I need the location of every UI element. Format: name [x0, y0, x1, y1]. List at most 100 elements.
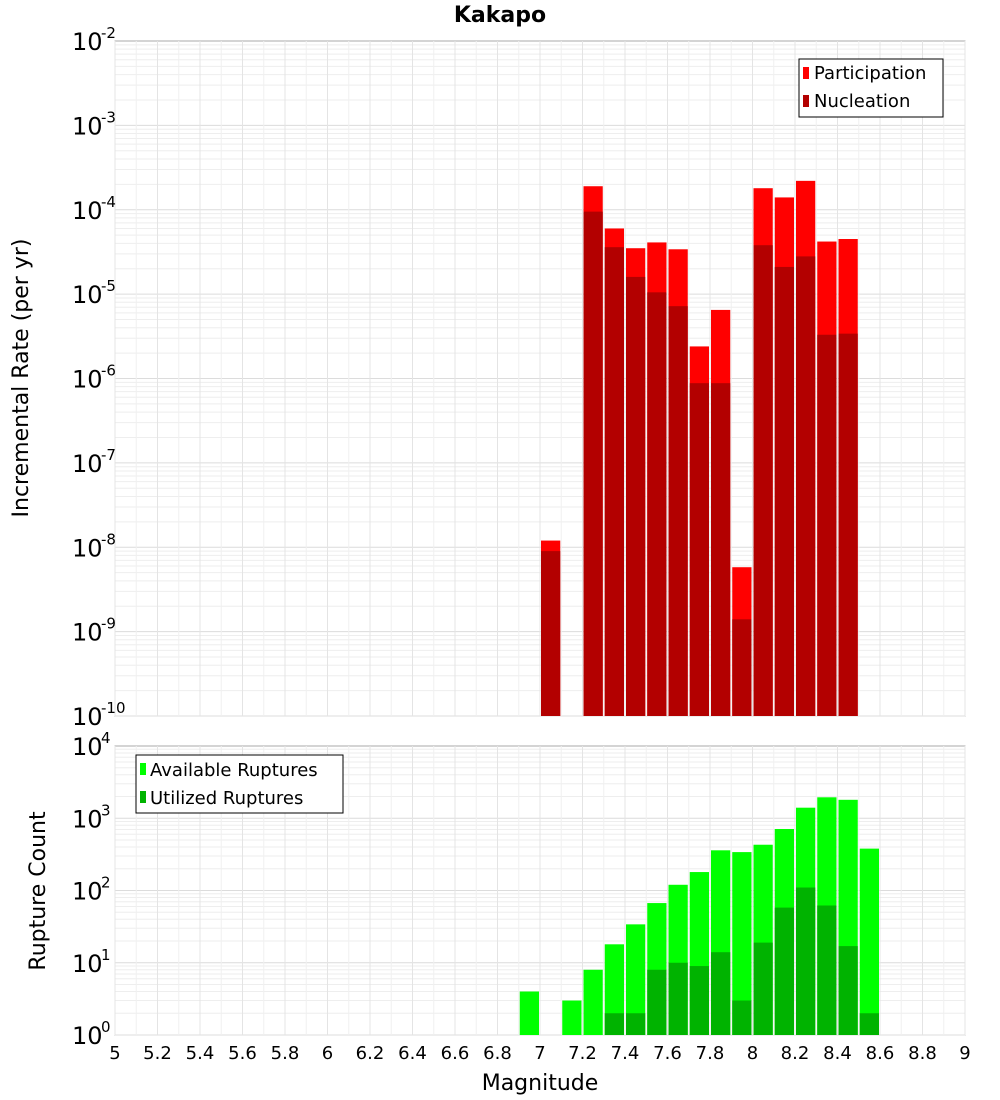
- y-tick-exponent: -2: [101, 24, 116, 42]
- bottom-bar-utilized-ruptures: [817, 905, 837, 1035]
- bottom-bars: [519, 797, 879, 1035]
- bottom-y-axis-label: Rupture Count: [26, 811, 51, 971]
- y-tick-base: 10: [72, 366, 103, 394]
- x-ticks: 5 5.2 5.4 5.6 5.8 6 6.2 6.4 6.6 6.8 7 7.2 7.4 7.6 7.8 8…: [109, 1043, 970, 1064]
- bottom-bar-utilized-ruptures: [838, 946, 858, 1035]
- x-tick-label: 6: [322, 1043, 333, 1064]
- legend-swatch-utilized: [140, 791, 146, 803]
- y-tick-base: 10: [72, 197, 103, 225]
- y-tick-base: 10: [72, 450, 103, 478]
- top-legend: Participation Nucleation: [798, 58, 944, 118]
- x-axis-label: Magnitude: [482, 1071, 599, 1096]
- y-tick-exponent: -4: [101, 193, 116, 211]
- x-tick-label: 7: [534, 1043, 545, 1064]
- y-tick-base: 10: [72, 1022, 103, 1050]
- y-tick-label: 103: [72, 801, 111, 833]
- top-y-ticks: 10-210-310-410-510-610-710-810-910-10: [72, 24, 126, 731]
- y-tick-label: 10-6: [72, 362, 116, 394]
- y-tick-base: 10: [72, 534, 103, 562]
- y-tick-exponent: -9: [101, 615, 116, 633]
- x-tick-label: 7.6: [653, 1043, 682, 1064]
- y-tick-exponent: -6: [101, 362, 116, 380]
- bottom-bar-utilized-ruptures: [647, 969, 667, 1035]
- bottom-bar-utilized-ruptures: [732, 1000, 752, 1035]
- chart-title: Kakapo: [454, 3, 546, 28]
- top-bar-nucleation: [753, 245, 773, 717]
- legend-swatch-participation: [803, 67, 809, 79]
- bottom-bar-utilized-ruptures: [626, 1013, 646, 1035]
- y-tick-label: 100: [72, 1018, 111, 1050]
- top-bar-nucleation: [668, 306, 688, 716]
- top-panel: 10-210-310-410-510-610-710-810-910-10 In…: [9, 24, 966, 731]
- y-tick-exponent: -5: [101, 277, 116, 295]
- y-tick-label: 10-7: [72, 446, 116, 478]
- y-tick-label: 102: [72, 874, 111, 906]
- bottom-bar-utilized-ruptures: [604, 1013, 624, 1035]
- bottom-bar-available-ruptures: [732, 852, 752, 1035]
- top-bar-nucleation: [711, 383, 731, 716]
- top-bars: [541, 180, 858, 717]
- y-tick-label: 10-5: [72, 277, 116, 309]
- x-tick-label: 6.6: [441, 1043, 470, 1064]
- y-tick-exponent: 2: [101, 874, 111, 892]
- x-tick-label: 5: [109, 1043, 120, 1064]
- y-tick-base: 10: [72, 950, 103, 978]
- y-tick-label: 10-9: [72, 615, 116, 647]
- legend-label-utilized: Utilized Ruptures: [150, 788, 303, 809]
- x-tick-label: 9: [959, 1043, 970, 1064]
- top-bar-nucleation: [626, 276, 646, 716]
- y-tick-base: 10: [72, 733, 103, 761]
- top-bar-nucleation: [732, 619, 752, 716]
- top-bar-nucleation: [583, 211, 603, 716]
- top-bar-nucleation: [838, 333, 858, 716]
- y-tick-base: 10: [72, 703, 103, 731]
- bottom-legend-box: [135, 754, 344, 814]
- y-tick-label: 10-8: [72, 530, 116, 562]
- x-tick-label: 8.2: [781, 1043, 810, 1064]
- x-tick-label: 5.8: [271, 1043, 300, 1064]
- x-tick-label: 8.6: [866, 1043, 895, 1064]
- y-tick-exponent: -7: [101, 446, 116, 464]
- x-tick-label: 7.8: [696, 1043, 725, 1064]
- top-legend-box: [798, 58, 944, 118]
- y-tick-exponent: 0: [101, 1018, 111, 1036]
- y-tick-label: 10-3: [72, 108, 116, 140]
- top-grid: [114, 41, 966, 717]
- x-tick-label: 7.2: [568, 1043, 597, 1064]
- top-bar-nucleation: [604, 247, 624, 716]
- y-tick-label: 101: [72, 946, 111, 978]
- bottom-bar-available-ruptures: [562, 1000, 582, 1035]
- x-tick-label: 6.2: [356, 1043, 385, 1064]
- bottom-bar-utilized-ruptures: [796, 887, 816, 1035]
- x-tick-label: 6.8: [483, 1043, 512, 1064]
- x-tick-label: 8.4: [823, 1043, 852, 1064]
- legend-label-nucleation: Nucleation: [814, 91, 910, 112]
- y-tick-base: 10: [72, 281, 103, 309]
- y-tick-exponent: -3: [101, 108, 116, 126]
- x-tick-label: 6.4: [398, 1043, 427, 1064]
- y-tick-exponent: -8: [101, 530, 116, 548]
- x-tick-label: 5.6: [228, 1043, 257, 1064]
- y-tick-label: 104: [72, 729, 111, 761]
- bottom-bar-available-ruptures: [519, 991, 539, 1035]
- bottom-bar-utilized-ruptures: [859, 1013, 879, 1035]
- bottom-bar-utilized-ruptures: [689, 966, 709, 1035]
- y-tick-exponent: 3: [101, 801, 111, 819]
- bottom-bar-available-ruptures: [583, 969, 603, 1035]
- y-tick-label: 10-4: [72, 193, 116, 225]
- y-tick-base: 10: [72, 28, 103, 56]
- y-tick-base: 10: [72, 619, 103, 647]
- y-tick-base: 10: [72, 112, 103, 140]
- x-tick-label: 5.4: [186, 1043, 215, 1064]
- bottom-bar-available-ruptures: [859, 848, 879, 1035]
- y-tick-label: 10-2: [72, 24, 116, 56]
- y-tick-label: 10-10: [72, 699, 126, 731]
- top-bar-nucleation: [817, 334, 837, 716]
- bottom-legend: Available Ruptures Utilized Ruptures: [135, 754, 344, 814]
- x-tick-label: 8: [747, 1043, 758, 1064]
- top-bar-nucleation: [689, 383, 709, 716]
- y-tick-exponent: -10: [101, 699, 126, 717]
- y-tick-base: 10: [72, 878, 103, 906]
